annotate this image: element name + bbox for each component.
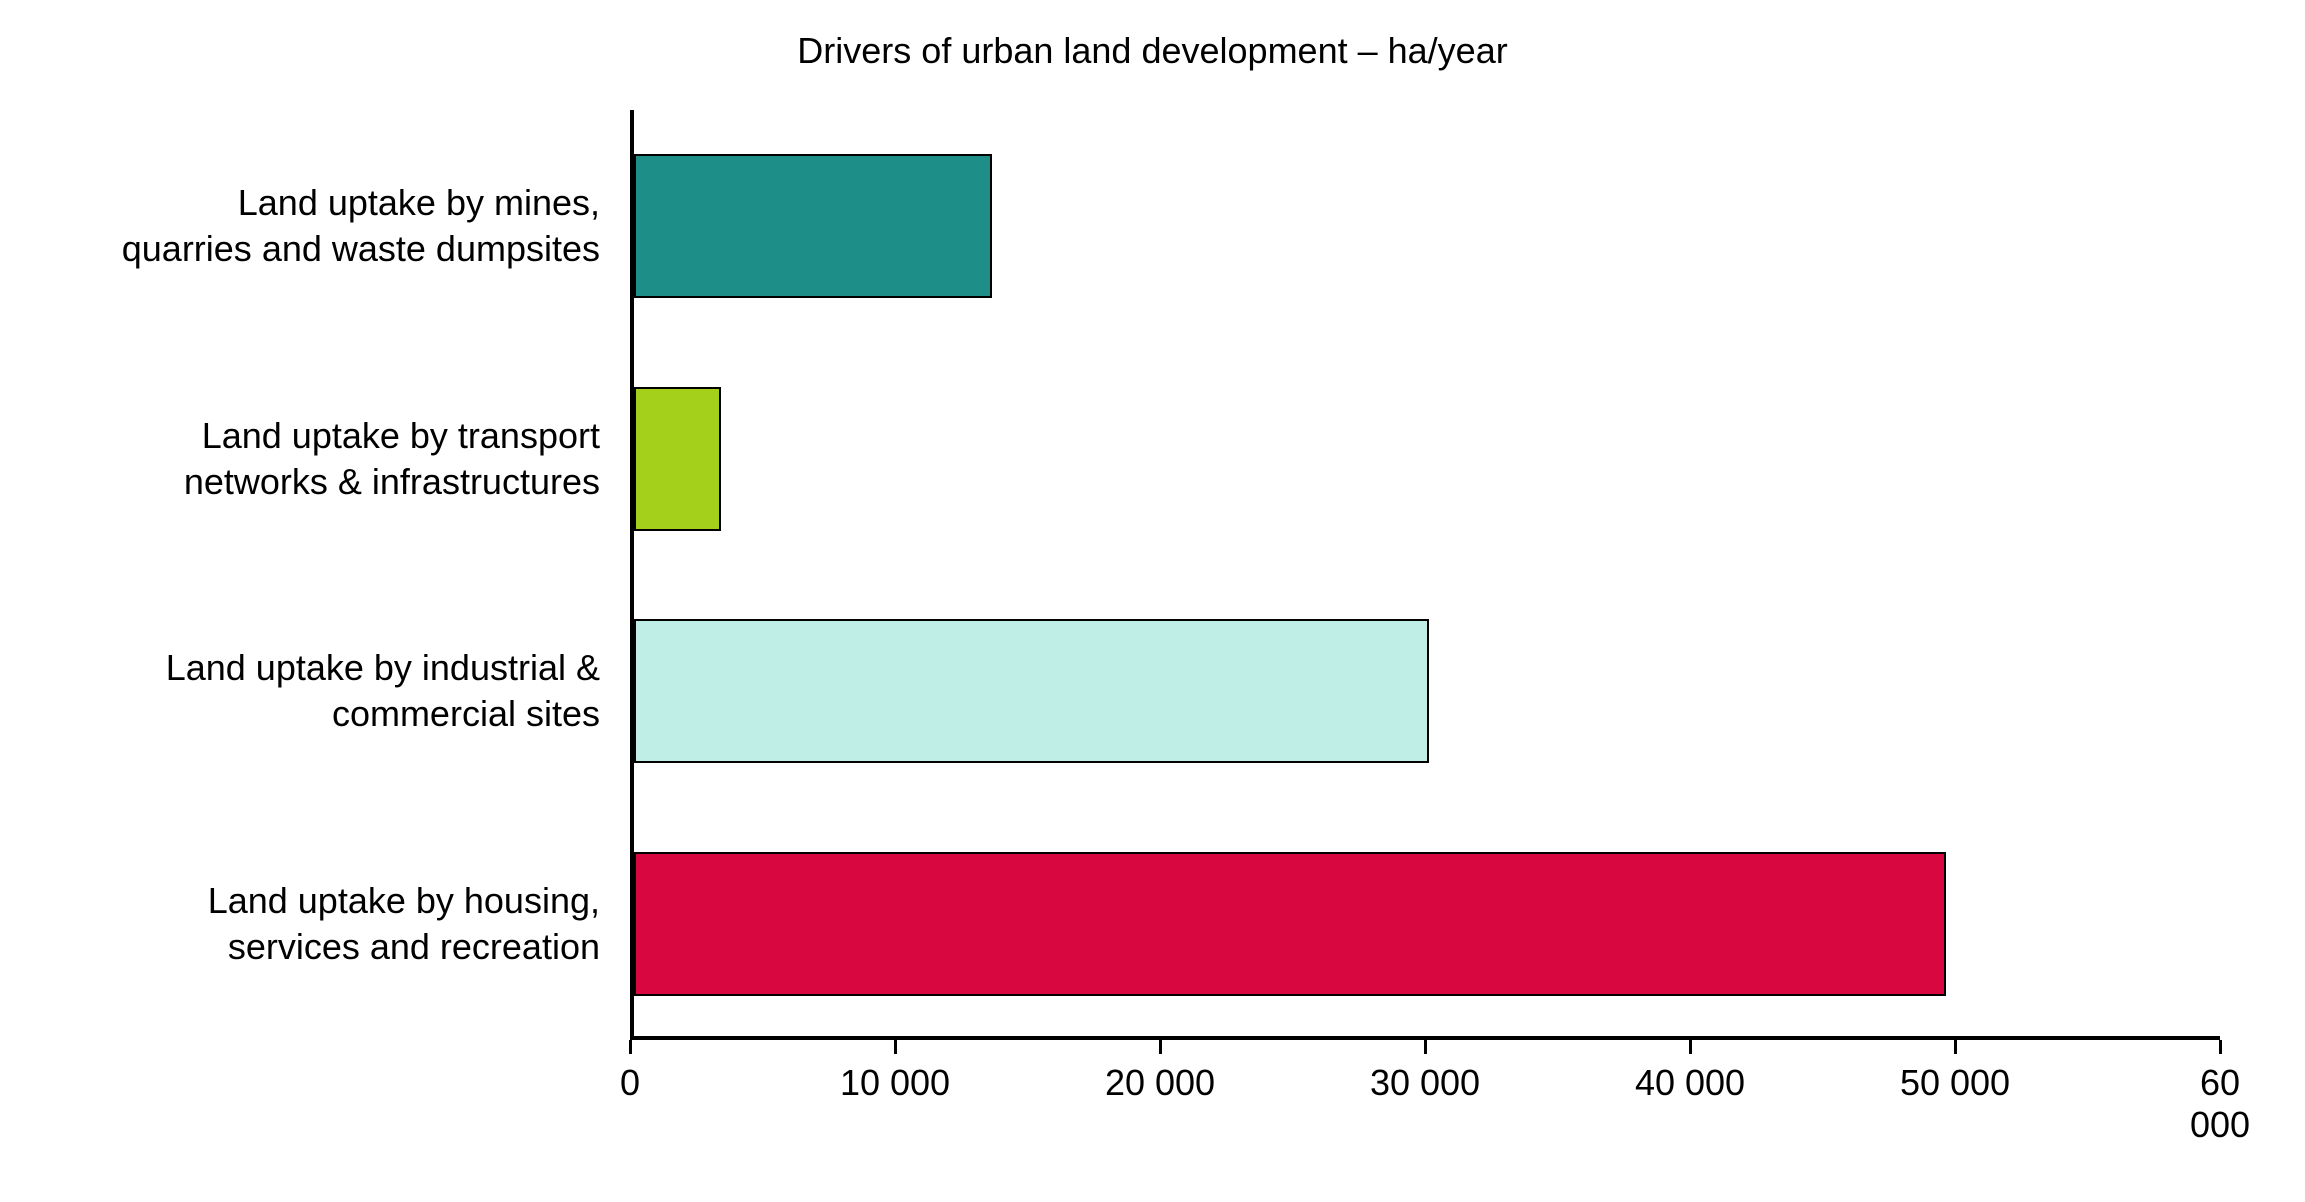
xtick-mark xyxy=(894,1040,897,1054)
bar-housing xyxy=(634,852,1946,996)
xtick-label: 40 000 xyxy=(1635,1062,1745,1104)
xtick-mark xyxy=(1159,1040,1162,1054)
xtick-label: 10 000 xyxy=(840,1062,950,1104)
xtick-mark xyxy=(2219,1040,2222,1054)
xtick-mark xyxy=(629,1040,632,1054)
xtick-mark xyxy=(1954,1040,1957,1054)
xtick-label: 20 000 xyxy=(1105,1062,1215,1104)
chart-title: Drivers of urban land development – ha/y… xyxy=(0,30,2305,72)
xtick-label: 30 000 xyxy=(1370,1062,1480,1104)
xtick-label: 50 000 xyxy=(1900,1062,2010,1104)
xtick-label: 0 xyxy=(620,1062,640,1104)
ylabel-industrial: Land uptake by industrial & commercial s… xyxy=(0,645,600,737)
ylabel-transport: Land uptake by transport networks & infr… xyxy=(0,413,600,505)
xtick-label: 60 000 xyxy=(2178,1062,2263,1146)
bar-mines xyxy=(634,154,992,298)
ylabel-mines: Land uptake by mines, quarries and waste… xyxy=(0,180,600,272)
bar-industrial xyxy=(634,619,1429,763)
xtick-mark xyxy=(1689,1040,1692,1054)
chart-container: Drivers of urban land development – ha/y… xyxy=(0,0,2305,1202)
bar-transport xyxy=(634,387,721,531)
ylabel-housing: Land uptake by housing, services and rec… xyxy=(0,878,600,970)
xtick-mark xyxy=(1424,1040,1427,1054)
